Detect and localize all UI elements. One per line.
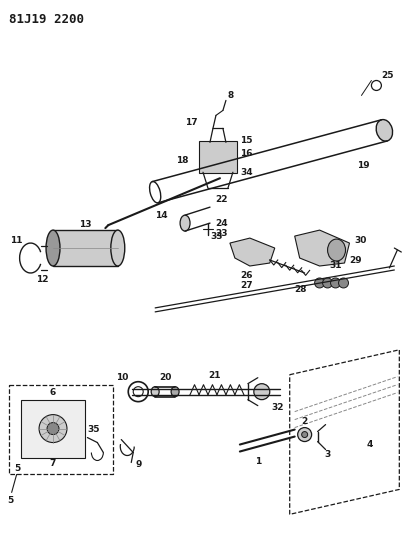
Text: 5: 5 — [15, 464, 21, 473]
Bar — [9, 385, 113, 474]
Text: 7: 7 — [50, 459, 56, 468]
Ellipse shape — [376, 119, 393, 141]
FancyBboxPatch shape — [53, 230, 118, 266]
Text: 32: 32 — [272, 403, 284, 412]
FancyBboxPatch shape — [199, 141, 237, 173]
Text: 29: 29 — [350, 255, 362, 264]
Circle shape — [298, 427, 312, 441]
Text: 14: 14 — [155, 211, 168, 220]
Text: 28: 28 — [295, 286, 307, 294]
Text: 33: 33 — [210, 231, 223, 240]
Text: 19: 19 — [357, 161, 370, 170]
Text: 26: 26 — [240, 271, 253, 280]
Text: 11: 11 — [10, 236, 23, 245]
Text: 30: 30 — [354, 236, 367, 245]
Text: 2: 2 — [302, 417, 308, 426]
Ellipse shape — [328, 239, 346, 261]
Circle shape — [315, 278, 325, 288]
Text: 3: 3 — [325, 450, 331, 459]
Ellipse shape — [171, 386, 179, 397]
Text: 4: 4 — [366, 440, 373, 449]
Text: 23: 23 — [215, 229, 228, 238]
Text: 31: 31 — [330, 261, 342, 270]
Ellipse shape — [46, 230, 60, 266]
Bar — [21, 400, 85, 457]
Text: 8: 8 — [228, 91, 234, 100]
Text: 34: 34 — [240, 168, 252, 177]
Text: 6: 6 — [50, 388, 56, 397]
Text: 12: 12 — [35, 276, 48, 285]
Text: 15: 15 — [240, 136, 252, 145]
Text: 5: 5 — [8, 496, 14, 505]
Text: 10: 10 — [116, 373, 128, 382]
Text: 21: 21 — [209, 371, 221, 380]
Ellipse shape — [111, 230, 125, 266]
Circle shape — [323, 278, 333, 288]
Text: 27: 27 — [240, 281, 253, 290]
Text: 18: 18 — [175, 156, 188, 165]
Polygon shape — [230, 238, 275, 266]
Text: 13: 13 — [79, 220, 92, 229]
Text: 22: 22 — [215, 195, 228, 204]
Text: 81J19 2200: 81J19 2200 — [9, 13, 84, 26]
Circle shape — [330, 278, 341, 288]
Circle shape — [47, 423, 59, 434]
Circle shape — [254, 384, 270, 400]
Circle shape — [302, 432, 308, 438]
Text: 24: 24 — [215, 219, 228, 228]
Text: 17: 17 — [186, 118, 198, 127]
Text: 1: 1 — [255, 457, 261, 466]
Polygon shape — [295, 230, 350, 266]
Ellipse shape — [180, 215, 190, 231]
Circle shape — [39, 415, 67, 442]
Text: 16: 16 — [240, 149, 252, 158]
Circle shape — [339, 278, 348, 288]
Text: 9: 9 — [135, 460, 142, 469]
Ellipse shape — [151, 386, 159, 397]
Text: 20: 20 — [159, 373, 171, 382]
Text: 25: 25 — [381, 71, 394, 80]
Text: 35: 35 — [88, 425, 100, 434]
